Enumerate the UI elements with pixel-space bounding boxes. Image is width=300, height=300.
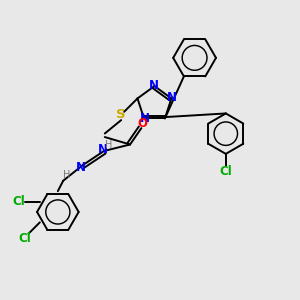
Text: Cl: Cl (219, 165, 232, 178)
Text: N: N (76, 161, 86, 174)
Text: N: N (167, 91, 177, 104)
Text: N: N (149, 79, 159, 92)
Text: H: H (105, 140, 112, 150)
Text: S: S (116, 108, 126, 121)
Text: Cl: Cl (12, 195, 25, 208)
Text: O: O (137, 117, 147, 130)
Text: Cl: Cl (18, 232, 31, 245)
Text: N: N (140, 112, 150, 125)
Text: N: N (98, 143, 107, 156)
Text: H: H (63, 170, 70, 180)
